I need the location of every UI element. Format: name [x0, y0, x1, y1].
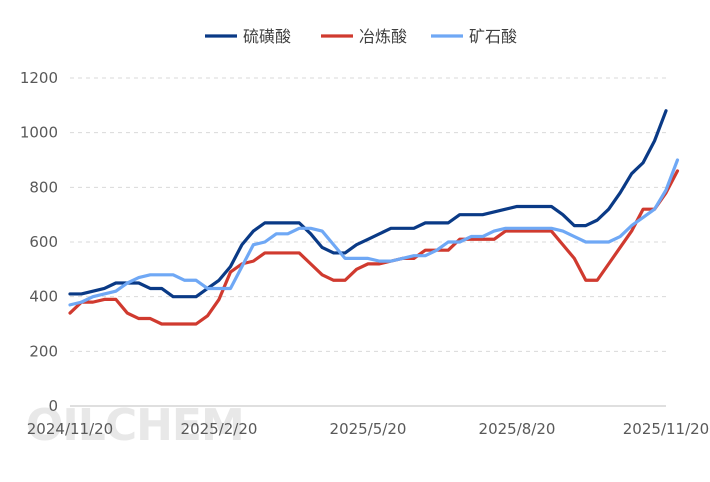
legend-label: 冶炼酸	[359, 27, 407, 46]
x-tick-label: 2025/2/20	[181, 420, 258, 438]
y-tick-label: 400	[29, 288, 58, 306]
legend-label: 矿石酸	[469, 27, 517, 46]
x-tick-label: 2024/11/20	[27, 420, 113, 438]
legend-item-3: 矿石酸	[431, 27, 517, 46]
x-tick-label: 2025/8/20	[479, 420, 556, 438]
y-tick-label: 600	[29, 233, 58, 251]
y-tick-label: 200	[29, 342, 58, 360]
legend: 硫磺酸 冶炼酸 矿石酸	[205, 27, 517, 46]
y-tick-label: 1200	[20, 69, 58, 87]
y-axis-ticks: 0 200 400 600 800 1000 1200	[20, 69, 58, 415]
watermark-text: OILCHEM	[26, 400, 244, 451]
series-line-3	[68, 158, 680, 307]
watermark: OILCHEM	[26, 400, 245, 451]
x-tick-label: 2025/5/20	[330, 420, 407, 438]
series-lines	[68, 109, 680, 326]
x-tick-label: 2025/11/20	[623, 420, 709, 438]
series-line-1	[68, 109, 668, 299]
series-line-2	[68, 169, 680, 326]
y-tick-label: 800	[29, 178, 58, 196]
legend-item-1: 硫磺酸	[205, 27, 291, 46]
gridlines	[70, 77, 666, 407]
legend-label: 硫磺酸	[243, 27, 291, 46]
legend-item-2: 冶炼酸	[321, 27, 407, 46]
x-axis-ticks: 2024/11/20 2025/2/20 2025/5/20 2025/8/20 202…	[27, 420, 709, 438]
y-tick-label: 0	[48, 397, 58, 415]
y-tick-label: 1000	[20, 124, 58, 142]
